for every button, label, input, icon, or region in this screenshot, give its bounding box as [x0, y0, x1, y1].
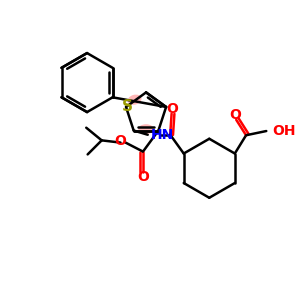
Text: S: S: [122, 100, 133, 115]
Ellipse shape: [128, 94, 142, 105]
Text: O: O: [115, 134, 127, 148]
Text: O: O: [137, 170, 149, 184]
Text: O: O: [230, 108, 242, 122]
Text: O: O: [166, 102, 178, 116]
Text: HN: HN: [151, 128, 174, 142]
Ellipse shape: [138, 124, 154, 134]
Text: OH: OH: [272, 124, 296, 138]
